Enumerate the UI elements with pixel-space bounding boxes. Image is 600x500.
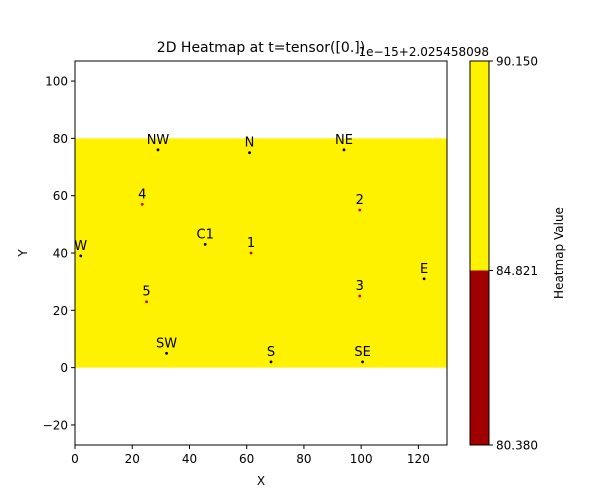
colorbar-band bbox=[470, 61, 489, 271]
marker-point bbox=[361, 360, 364, 364]
y-tick-label: 60 bbox=[53, 189, 68, 203]
marker-label: E bbox=[420, 262, 428, 277]
marker-point bbox=[165, 351, 168, 355]
marker-label: W bbox=[74, 239, 87, 254]
y-tick-label: 20 bbox=[53, 304, 68, 318]
x-tick-label: 80 bbox=[296, 452, 311, 466]
marker-point bbox=[203, 243, 207, 246]
colorbar-tick-label: 90.150 bbox=[496, 55, 538, 69]
colorbar-band bbox=[470, 270, 489, 445]
marker-label: N bbox=[245, 136, 255, 151]
chart-title: 2D Heatmap at t=tensor([0.]) bbox=[157, 40, 365, 56]
x-axis-label: X bbox=[257, 474, 265, 488]
marker-label: 4 bbox=[138, 187, 146, 202]
marker-label: NE bbox=[335, 133, 353, 148]
marker-label: 5 bbox=[142, 285, 150, 300]
colorbar-frame bbox=[469, 60, 490, 446]
colorbar-tick-label: 80.380 bbox=[496, 439, 538, 453]
y-tick-label: 40 bbox=[53, 247, 68, 261]
y-axis-label: Y bbox=[16, 249, 30, 258]
marker-point bbox=[342, 148, 346, 152]
marker-point bbox=[249, 251, 253, 255]
marker-label: SE bbox=[354, 345, 370, 360]
x-tick-label: 0 bbox=[71, 452, 79, 466]
marker-label: S bbox=[267, 345, 275, 360]
marker-point bbox=[79, 254, 83, 258]
marker-label: NW bbox=[147, 133, 170, 148]
x-tick-label: 20 bbox=[125, 452, 140, 466]
y-tick-label: 80 bbox=[53, 132, 68, 146]
x-tick-label: 40 bbox=[182, 452, 197, 466]
marker-point bbox=[248, 151, 251, 155]
marker-point bbox=[140, 202, 144, 206]
marker-label: 1 bbox=[247, 236, 255, 251]
heatmap-region bbox=[75, 138, 447, 368]
plot-area: NW N NE 4 2 C1 1 W E 5 3 SW S SE 0 20 40 60 80 100 120 −20 0 20… bbox=[43, 60, 448, 466]
y-tick-label: 0 bbox=[60, 361, 68, 375]
marker-point bbox=[156, 148, 160, 152]
marker-label: 3 bbox=[356, 279, 364, 294]
marker-label: 2 bbox=[356, 193, 364, 208]
marker-point bbox=[269, 360, 273, 364]
marker-label: SW bbox=[156, 336, 177, 351]
x-tick-label: 100 bbox=[350, 452, 373, 466]
marker-point bbox=[358, 294, 362, 298]
marker-point bbox=[422, 277, 426, 281]
y-tick-label: 100 bbox=[45, 75, 68, 89]
colorbar-label: Heatmap Value bbox=[552, 207, 566, 299]
marker-point bbox=[145, 300, 148, 304]
colorbar-tick-label: 84.821 bbox=[496, 264, 538, 278]
marker-label: C1 bbox=[197, 227, 214, 242]
marker-point bbox=[358, 208, 362, 212]
x-tick-label: 120 bbox=[407, 452, 430, 466]
colorbar-offset-text: 1e−15+2.025458098 bbox=[358, 45, 489, 59]
colorbar: 80.380 84.821 90.150 bbox=[469, 55, 538, 453]
y-tick-label: −20 bbox=[43, 418, 68, 432]
x-tick-label: 60 bbox=[239, 452, 254, 466]
